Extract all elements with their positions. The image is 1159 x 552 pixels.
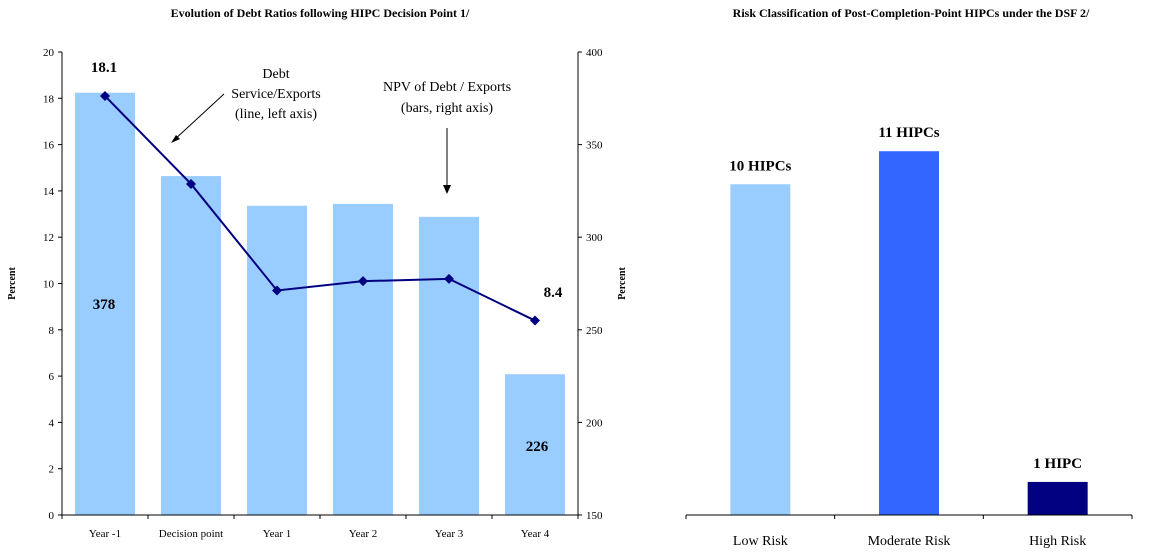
data-label-risk: 10 HIPCs	[729, 158, 791, 174]
data-label-bar-first: 378	[93, 297, 116, 313]
y-left-tick-label: 16	[43, 140, 55, 152]
line-point-2	[186, 178, 196, 189]
x-tick-label: High Risk	[1029, 534, 1086, 549]
x-tick-label: Year 4	[521, 528, 550, 540]
y-left-tick-label: 0	[49, 510, 55, 522]
data-label-risk: 11 HIPCs	[878, 125, 939, 141]
annotation-npv: NPV of Debt / Exports	[383, 80, 511, 95]
x-tick-label: Decision point	[159, 528, 223, 540]
y-left-tick-label: 6	[49, 371, 55, 383]
data-label-risk: 1 HIPC	[1033, 456, 1082, 472]
y-left-tick-label: 2	[49, 464, 55, 476]
y-left-tick-label: 14	[43, 186, 55, 198]
annotation-npv: (bars, right axis)	[401, 101, 493, 116]
annotation-arrowhead-npv	[443, 185, 451, 194]
annotation-debt-service: Service/Exports	[231, 87, 320, 102]
bar-risk-1	[730, 184, 791, 516]
line-point-4	[358, 276, 368, 287]
y-right-tick-label: 150	[586, 510, 603, 522]
y-left-tick-label: 20	[43, 47, 55, 59]
chart-title: Evolution of Debt Ratios following HIPC …	[171, 6, 470, 20]
x-tick-label: Moderate Risk	[868, 534, 951, 549]
y-right-tick-label: 400	[586, 47, 603, 59]
data-label-bar-last: 226	[526, 439, 549, 455]
y-right-tick-label: 350	[586, 140, 603, 152]
line-debt-service	[104, 95, 536, 322]
y-left-tick-label: 10	[43, 279, 55, 291]
y-axis-right-title: Percent	[617, 267, 628, 300]
y-left-tick-label: 4	[49, 417, 55, 429]
data-label-line-first: 18.1	[91, 60, 117, 76]
annotation-arrowhead-debt-service	[171, 135, 180, 143]
x-tick-label: Year 1	[263, 528, 292, 540]
y-left-tick-label: 12	[43, 232, 54, 244]
line-point-5	[444, 273, 454, 284]
bar-risk-2	[879, 151, 939, 515]
line-point-3	[272, 285, 282, 296]
y-left-tick-label: 18	[43, 93, 55, 105]
bar-npv-5	[419, 216, 479, 515]
x-tick-label: Year 3	[435, 528, 464, 540]
bar-npv-3	[247, 205, 307, 515]
bar-npv-2	[161, 176, 221, 516]
bar-risk-3	[1027, 481, 1088, 515]
annotation-debt-service: Debt	[262, 67, 289, 82]
x-tick-label: Year 2	[349, 528, 378, 540]
y-right-tick-label: 250	[586, 325, 603, 337]
annotation-debt-service: (line, left axis)	[235, 107, 317, 122]
y-axis-left-title: Percent	[7, 267, 18, 300]
y-left-tick-label: 8	[49, 325, 55, 337]
x-tick-label: Low Risk	[733, 534, 788, 549]
bar-npv-1	[75, 92, 135, 515]
y-right-tick-label: 200	[586, 417, 603, 429]
line-point-6	[530, 315, 540, 326]
bar-npv-4	[333, 203, 393, 515]
line-point-1	[100, 90, 110, 101]
bar-npv-6	[505, 374, 565, 515]
y-right-tick-label: 300	[586, 232, 603, 244]
x-tick-label: Year -1	[89, 528, 121, 540]
annotation-arrow-debt-service	[172, 93, 225, 142]
data-label-line-last: 8.4	[544, 285, 563, 301]
chart-title: Risk Classification of Post-Completion-P…	[733, 6, 1090, 20]
